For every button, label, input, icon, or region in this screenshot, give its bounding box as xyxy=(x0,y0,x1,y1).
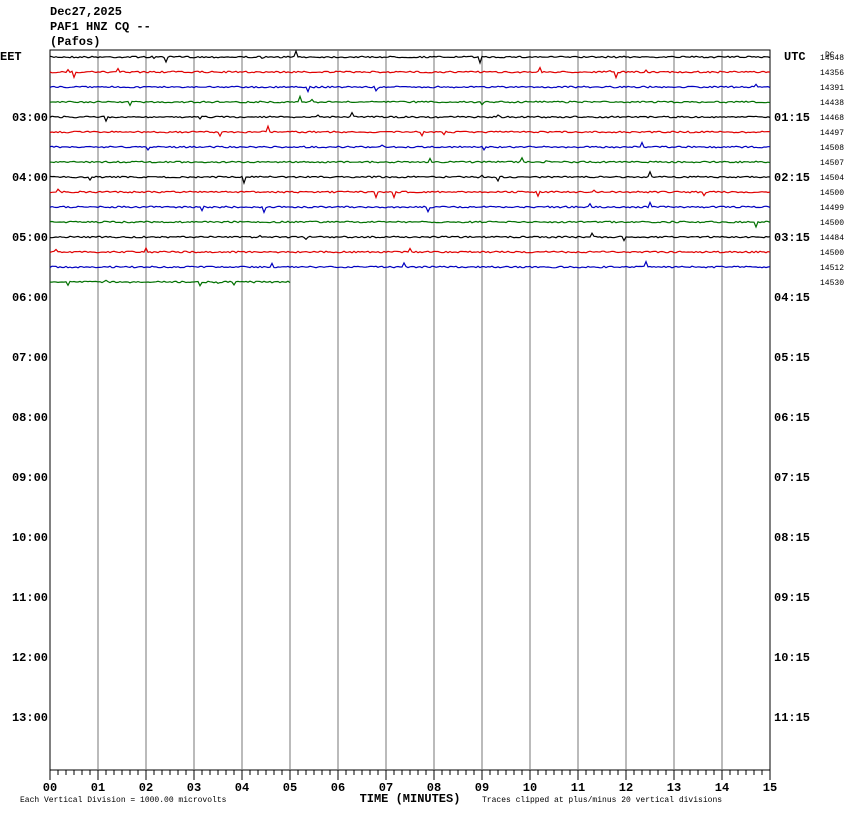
x-tick-label: 05 xyxy=(283,781,297,795)
trace xyxy=(50,279,291,287)
right-time-label: 04:15 xyxy=(774,291,810,305)
trace xyxy=(49,188,771,200)
dc-value: 14530 xyxy=(820,279,844,288)
right-time-label: 10:15 xyxy=(774,651,810,665)
left-time-label: 04:00 xyxy=(12,171,48,185)
right-time-label: 08:15 xyxy=(774,531,810,545)
scale-note: Each Vertical Division = 1000.00 microvo… xyxy=(20,796,227,805)
date: Dec27,2025 xyxy=(50,5,122,19)
dc-value: 14484 xyxy=(820,234,844,243)
left-time-label: 06:00 xyxy=(12,291,48,305)
left-time-label: 09:00 xyxy=(12,471,48,485)
x-tick-label: 12 xyxy=(619,781,633,795)
left-time-label: 07:00 xyxy=(12,351,48,365)
dc-value: 14500 xyxy=(820,249,844,258)
x-tick-label: 02 xyxy=(139,781,153,795)
x-tick-label: 10 xyxy=(523,781,537,795)
x-tick-label: 11 xyxy=(571,781,585,795)
dc-value: 14507 xyxy=(820,159,844,168)
right-time-label: 09:15 xyxy=(774,591,810,605)
trace xyxy=(49,246,771,254)
left-time-label: 12:00 xyxy=(12,651,48,665)
trace xyxy=(49,94,771,107)
x-tick-label: 04 xyxy=(235,781,249,795)
right-time-label: 03:15 xyxy=(774,231,810,245)
left-time-label: 13:00 xyxy=(12,711,48,725)
dc-value: 14548 xyxy=(820,54,844,63)
x-axis-title: TIME (MINUTES) xyxy=(360,792,461,806)
clip-note: Traces clipped at plus/minus 20 vertical… xyxy=(482,796,722,805)
dc-value: 14500 xyxy=(820,189,844,198)
right-time-label: 11:15 xyxy=(774,711,810,725)
x-tick-label: 13 xyxy=(667,781,681,795)
x-tick-label: 03 xyxy=(187,781,201,795)
trace xyxy=(49,220,771,229)
x-tick-label: 15 xyxy=(763,781,777,795)
trace xyxy=(49,83,771,94)
trace xyxy=(49,156,771,164)
trace xyxy=(49,141,770,152)
dc-value: 14438 xyxy=(820,99,844,108)
trace xyxy=(49,260,771,269)
x-tick-label: 00 xyxy=(43,781,57,795)
dc-value: 14468 xyxy=(820,114,844,123)
trace xyxy=(49,124,771,138)
location: (Pafos) xyxy=(50,35,100,49)
left-time-label: 05:00 xyxy=(12,231,48,245)
trace xyxy=(49,232,771,242)
right-time-label: 06:15 xyxy=(774,411,810,425)
dc-value: 14391 xyxy=(820,84,844,93)
x-tick-label: 07 xyxy=(379,781,393,795)
left-time-label: 03:00 xyxy=(12,111,48,125)
dc-title: DC xyxy=(825,51,835,60)
trace xyxy=(49,200,771,215)
left-time-label: 10:00 xyxy=(12,531,48,545)
left-time-label: 11:00 xyxy=(12,591,48,605)
left-axis-title: EET xyxy=(0,50,22,64)
dc-value: 14499 xyxy=(820,204,844,213)
plot-frame xyxy=(49,49,771,771)
trace xyxy=(49,111,771,123)
x-tick-label: 09 xyxy=(475,781,489,795)
x-tick-label: 08 xyxy=(427,781,441,795)
right-time-label: 05:15 xyxy=(774,351,810,365)
trace xyxy=(49,170,771,185)
station: PAF1 HNZ CQ -- xyxy=(50,20,151,34)
dc-value: 14512 xyxy=(820,264,844,273)
right-time-label: 01:15 xyxy=(774,111,810,125)
x-tick-label: 14 xyxy=(715,781,729,795)
dc-value: 14508 xyxy=(820,144,844,153)
dc-value: 14504 xyxy=(820,174,844,183)
left-time-label: 08:00 xyxy=(12,411,48,425)
dc-value: 14497 xyxy=(820,129,844,138)
right-axis-title: UTC xyxy=(784,50,806,64)
dc-value: 14500 xyxy=(820,219,844,228)
dc-value: 14356 xyxy=(820,69,844,78)
trace xyxy=(49,49,771,65)
x-tick-label: 06 xyxy=(331,781,345,795)
right-time-label: 07:15 xyxy=(774,471,810,485)
trace xyxy=(49,66,771,80)
right-time-label: 02:15 xyxy=(774,171,810,185)
x-tick-label: 01 xyxy=(91,781,105,795)
